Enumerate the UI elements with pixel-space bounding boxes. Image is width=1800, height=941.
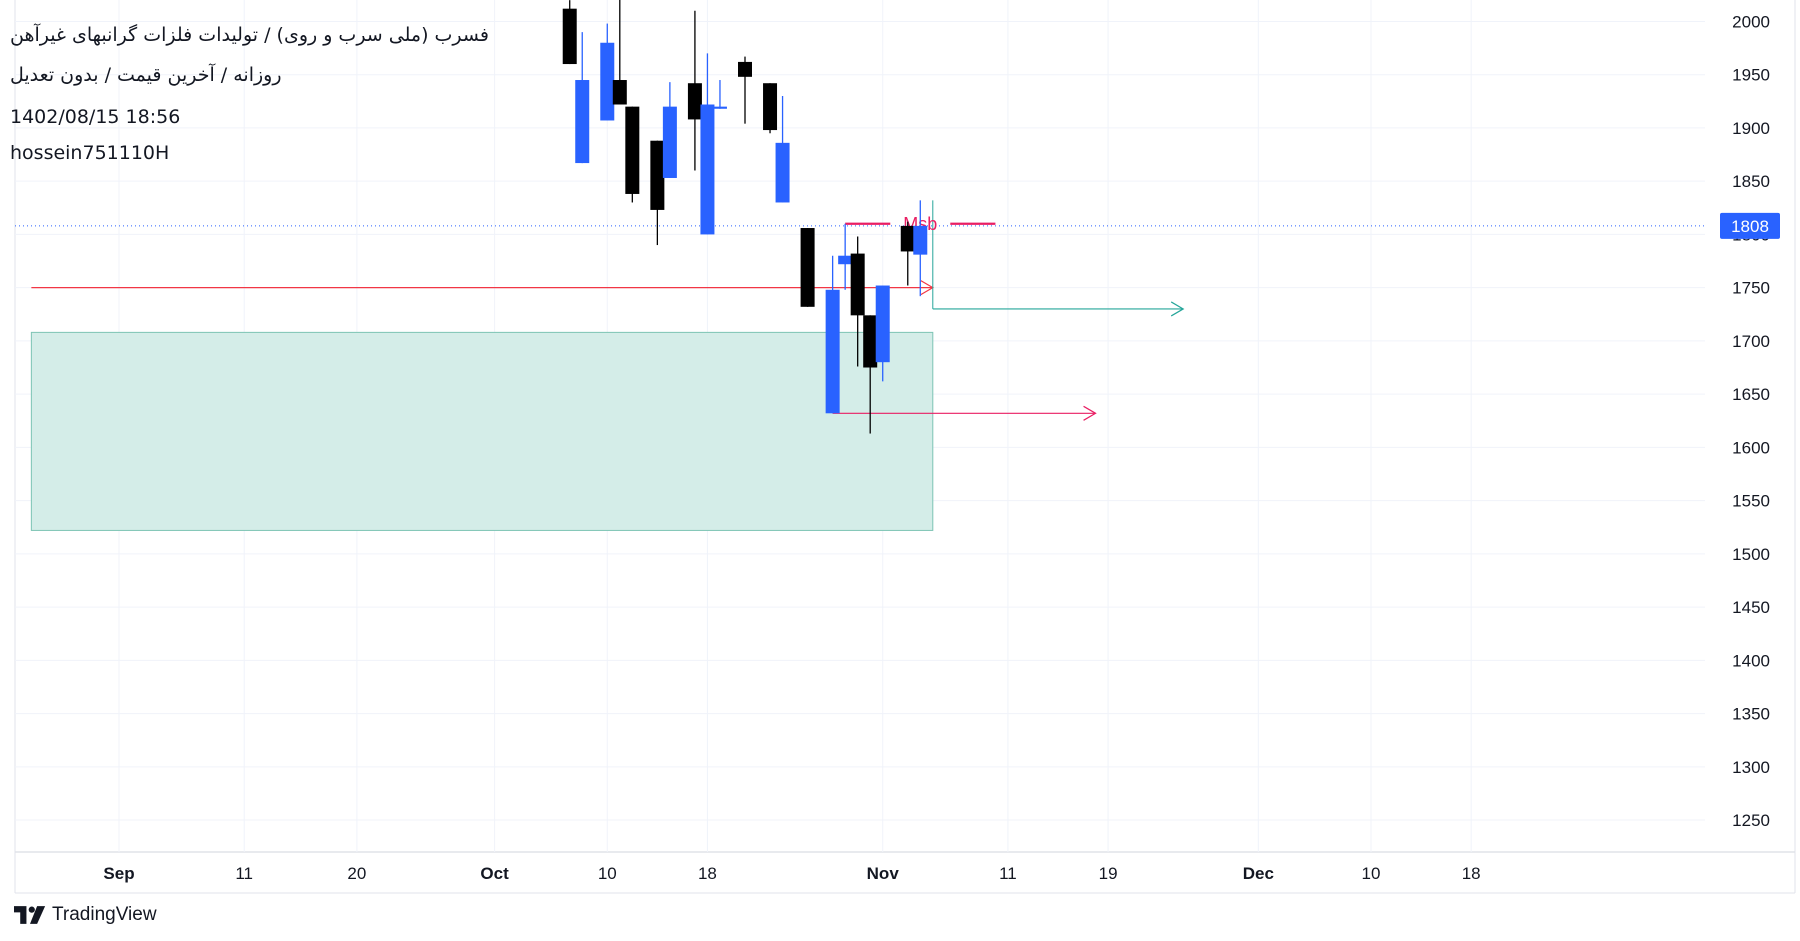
candle — [838, 223, 853, 290]
candle-body — [625, 106, 640, 194]
price-tick-label: 1450 — [1732, 598, 1770, 617]
price-tick-label: 1750 — [1732, 279, 1770, 298]
candle-body — [650, 140, 665, 210]
symbol-title: فسرب (ملی سرب و روی) / تولیدات فلزات گرا… — [10, 24, 489, 46]
candle-body — [738, 61, 752, 77]
date-tick-label: 18 — [698, 864, 717, 883]
price-axis[interactable]: 2000195019001850180017501700165016001550… — [1720, 12, 1780, 830]
candle — [625, 106, 640, 203]
candle — [875, 285, 890, 382]
price-tick-label: 1600 — [1732, 438, 1770, 457]
candles-layer — [562, 0, 928, 434]
candle — [612, 0, 627, 105]
price-tick-label: 2000 — [1732, 12, 1770, 31]
price-tick-label: 1500 — [1732, 545, 1770, 564]
candle-body — [825, 289, 840, 414]
candle-body — [800, 228, 815, 307]
candle — [700, 53, 715, 235]
candle-body — [775, 142, 790, 203]
green-target-arrow — [932, 301, 1185, 317]
price-tick-label: 1950 — [1732, 66, 1770, 85]
candle — [850, 236, 865, 367]
candle-body — [687, 83, 702, 120]
date-tick-label: 11 — [235, 864, 253, 883]
tradingview-logo-icon — [14, 906, 46, 924]
candle — [575, 32, 590, 164]
datetime-label: 1402/08/15 18:56 — [10, 106, 181, 128]
price-tick-label: 1650 — [1732, 385, 1770, 404]
price-tick-label: 1850 — [1732, 172, 1770, 191]
candle-body — [763, 83, 778, 131]
candle — [913, 200, 928, 297]
candle-body — [850, 253, 865, 316]
candle-body — [600, 42, 615, 121]
candle — [900, 221, 915, 286]
candle — [712, 80, 727, 109]
date-tick-label: 11 — [999, 864, 1017, 883]
candle-body — [900, 225, 915, 252]
date-tick-label: 10 — [598, 864, 617, 883]
author-label: hossein751110H — [10, 142, 170, 164]
candle — [825, 255, 840, 414]
chart-settings-label: روزانه / آخرین قیمت / بدون تعدیل — [10, 64, 282, 86]
candle — [687, 10, 702, 171]
candle — [562, 0, 577, 65]
last-price-tag-label: 1808 — [1731, 217, 1769, 236]
candle — [662, 82, 677, 178]
price-tick-label: 1900 — [1732, 119, 1770, 138]
pink-target-arrow-head — [1083, 405, 1097, 421]
candle — [763, 83, 778, 134]
green-target-arrow-head — [1170, 301, 1185, 317]
candle-body — [575, 80, 590, 164]
candle — [800, 228, 815, 307]
candle-body — [612, 80, 627, 105]
date-tick-label: 10 — [1362, 864, 1381, 883]
candle-body — [562, 8, 577, 65]
price-tick-label: 1350 — [1732, 705, 1770, 724]
date-tick-label: Dec — [1243, 864, 1274, 883]
candle-body — [700, 104, 715, 235]
candle-body — [838, 255, 853, 265]
date-tick-label: Oct — [480, 864, 509, 883]
date-tick-label: Sep — [103, 864, 134, 883]
last-price-tag: 1808 — [1720, 212, 1780, 239]
time-axis[interactable]: Sep 11 20 Oct 10 18 Nov 11 19 Dec 10 18 — [103, 864, 1480, 883]
candle — [600, 23, 615, 121]
demand-zone-layer — [30, 331, 934, 531]
candle — [775, 95, 790, 203]
candle-body — [662, 106, 677, 178]
date-tick-label: Nov — [867, 864, 900, 883]
drawing-layer: Msb — [15, 200, 1705, 421]
brand-name: TradingView — [52, 904, 157, 925]
last-price-tag-bg — [1720, 212, 1780, 239]
red-level-arrow — [31, 280, 934, 296]
date-tick-label: 20 — [347, 864, 366, 883]
tradingview-brand[interactable]: TradingView — [14, 904, 157, 926]
candle-body — [863, 315, 878, 368]
candle — [650, 140, 665, 246]
price-tick-label: 1550 — [1732, 492, 1770, 511]
price-tick-label: 1700 — [1732, 332, 1770, 351]
candle-body — [913, 225, 928, 255]
candle — [863, 315, 878, 434]
price-tick-label: 1400 — [1732, 651, 1770, 670]
pink-target-arrow — [832, 405, 1097, 421]
date-tick-label: 19 — [1099, 864, 1118, 883]
candle — [738, 56, 752, 124]
demand-zone-rect — [30, 331, 934, 531]
date-tick-label: 18 — [1462, 864, 1481, 883]
price-tick-label: 1300 — [1732, 758, 1770, 777]
price-tick-label: 1250 — [1732, 811, 1770, 830]
candle-body — [875, 285, 890, 363]
candle-body — [712, 106, 727, 109]
